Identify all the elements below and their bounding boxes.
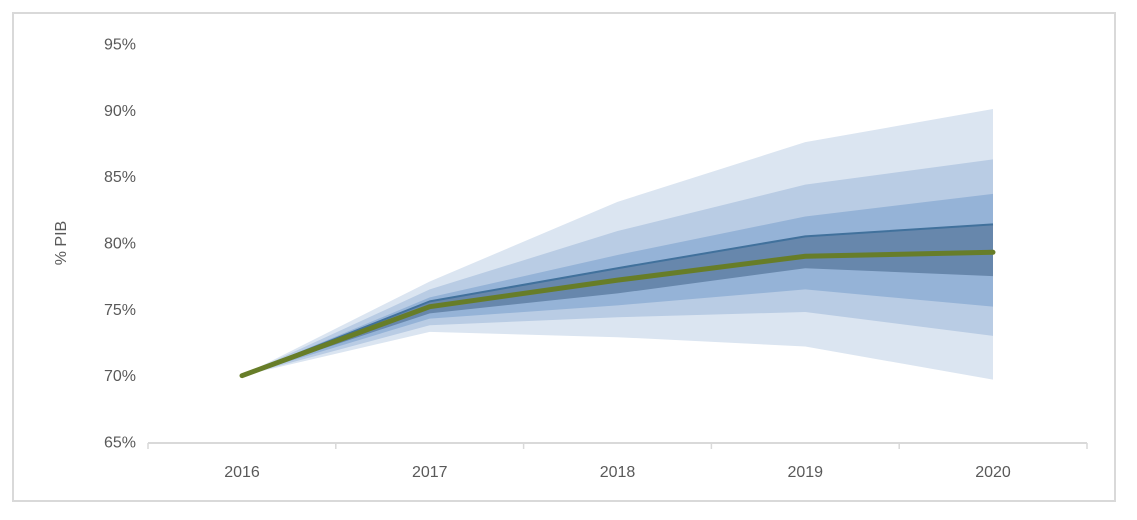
x-tick-label: 2018 xyxy=(600,464,636,481)
tick-labels-group: 65% 70% 75% 80% 85% 90% 95% 2016 2017 2018 2019 202… xyxy=(104,37,1011,482)
x-tick-label: 2017 xyxy=(412,464,448,481)
y-tick-label: 90% xyxy=(104,103,136,120)
y-tick-label: 80% xyxy=(104,236,136,253)
central-projection xyxy=(239,249,996,379)
y-tick-label: 95% xyxy=(104,37,136,54)
y-tick-label: 75% xyxy=(104,302,136,319)
confidence-band-inner xyxy=(242,224,993,376)
y-tick-label: 85% xyxy=(104,169,136,186)
x-tick-label: 2020 xyxy=(975,464,1011,481)
x-tick-label: 2016 xyxy=(224,464,260,481)
y-tick-label: 70% xyxy=(104,368,136,385)
y-axis-title: % PIB xyxy=(53,221,70,265)
confidence-band-inner-upper-edge xyxy=(241,223,994,377)
chart-border xyxy=(12,12,1116,502)
central-line-group xyxy=(239,249,996,379)
x-tick-label: 2019 xyxy=(787,464,823,481)
axes-group xyxy=(147,442,1088,449)
confidence-bands xyxy=(241,109,994,380)
y-tick-label: 65% xyxy=(104,435,136,452)
